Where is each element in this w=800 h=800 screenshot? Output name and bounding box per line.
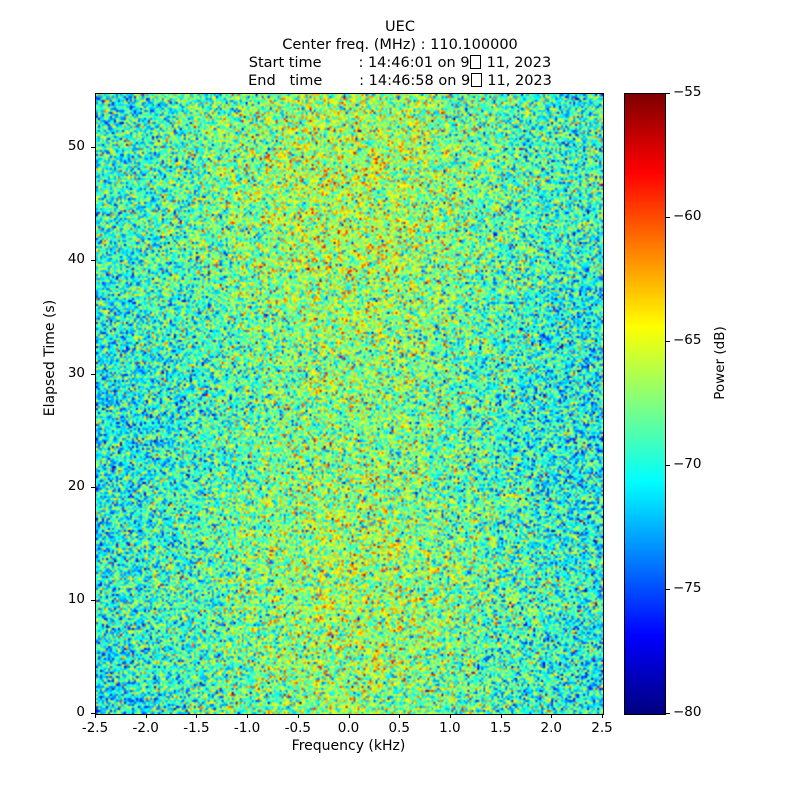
- colorbar: [624, 93, 666, 715]
- x-axis-label: Frequency (kHz): [291, 738, 406, 754]
- end-time-suffix: 11, 2023: [482, 73, 552, 89]
- colorbar-tick-label: −65: [673, 332, 702, 348]
- colorbar-tick-label: −55: [673, 84, 702, 100]
- colorbar-label: Power (dB): [712, 326, 728, 400]
- colorbar-tick-label: −80: [673, 704, 702, 720]
- figure-title: UEC: [385, 19, 415, 35]
- y-tick-label: 10: [67, 590, 85, 607]
- spectrogram-plot-area: [95, 93, 604, 715]
- colorbar-tick-mark: [666, 341, 670, 342]
- y-tick-label: 30: [67, 364, 85, 381]
- x-tick-label: 1.0: [439, 720, 461, 736]
- colorbar-tick-mark: [666, 713, 670, 714]
- y-tick-mark: [91, 599, 95, 601]
- x-tick-mark: [297, 714, 299, 718]
- colorbar-tick-mark: [666, 589, 670, 590]
- x-tick-mark: [602, 714, 603, 718]
- x-tick-mark: [551, 714, 553, 718]
- x-tick-label: 2.5: [591, 720, 613, 736]
- x-tick-mark: [348, 714, 350, 718]
- colorbar-tick-mark: [666, 465, 670, 466]
- start-time-suffix: 11, 2023: [482, 55, 552, 71]
- x-tick-mark: [95, 714, 96, 718]
- y-tick-label: 40: [67, 251, 85, 268]
- colorbar-tick-mark: [666, 217, 670, 218]
- x-tick-mark: [145, 714, 147, 718]
- center-frequency-line: Center freq. (MHz) : 110.100000: [282, 37, 518, 53]
- missing-glyph-icon: [470, 55, 482, 69]
- y-axis-label: Elapsed Time (s): [42, 299, 58, 417]
- end-time-line: End time : 14:46:58 on 9 11, 2023: [0, 72, 800, 90]
- x-tick-label: -1.0: [233, 720, 261, 736]
- x-tick-label: 0.0: [337, 720, 360, 736]
- x-tick-mark: [500, 714, 502, 718]
- colorbar-tick-label: −60: [673, 208, 702, 224]
- y-tick-mark: [91, 260, 95, 262]
- y-tick-label: 50: [67, 138, 85, 155]
- x-tick-mark: [399, 714, 401, 718]
- missing-glyph-icon: [470, 73, 483, 87]
- y-tick-mark: [91, 486, 95, 488]
- y-tick-mark: [91, 373, 95, 375]
- colorbar-tick-label: −70: [673, 456, 702, 472]
- colorbar-tick-mark: [666, 93, 670, 94]
- x-tick-label: -0.5: [284, 720, 311, 736]
- x-tick-mark: [449, 714, 451, 718]
- colorbar-tick-label: −75: [673, 580, 702, 596]
- start-time-line: Start time : 14:46:01 on 9 11, 2023: [0, 54, 800, 72]
- x-tick-label: 1.5: [489, 720, 512, 736]
- x-tick-label: -1.5: [183, 720, 210, 736]
- end-time-prefix: End time : 14:46:58 on 9: [248, 73, 471, 89]
- x-tick-mark: [247, 714, 249, 718]
- start-time-prefix: Start time : 14:46:01 on 9: [248, 55, 470, 71]
- x-tick-label: -2.0: [132, 720, 159, 736]
- y-tick-label: 20: [67, 477, 85, 494]
- y-tick-mark: [91, 147, 95, 149]
- y-tick-label: 0: [76, 704, 85, 720]
- colorbar-gradient: [625, 94, 665, 714]
- spectrogram-image: [96, 94, 603, 714]
- x-tick-label: 0.5: [388, 720, 410, 736]
- x-tick-label: -2.5: [81, 720, 109, 736]
- title-block: UEC Center freq. (MHz) : 110.100000 Star…: [0, 18, 800, 90]
- y-tick-mark: [91, 713, 95, 714]
- x-tick-mark: [196, 714, 198, 718]
- x-tick-label: 2.0: [540, 720, 563, 736]
